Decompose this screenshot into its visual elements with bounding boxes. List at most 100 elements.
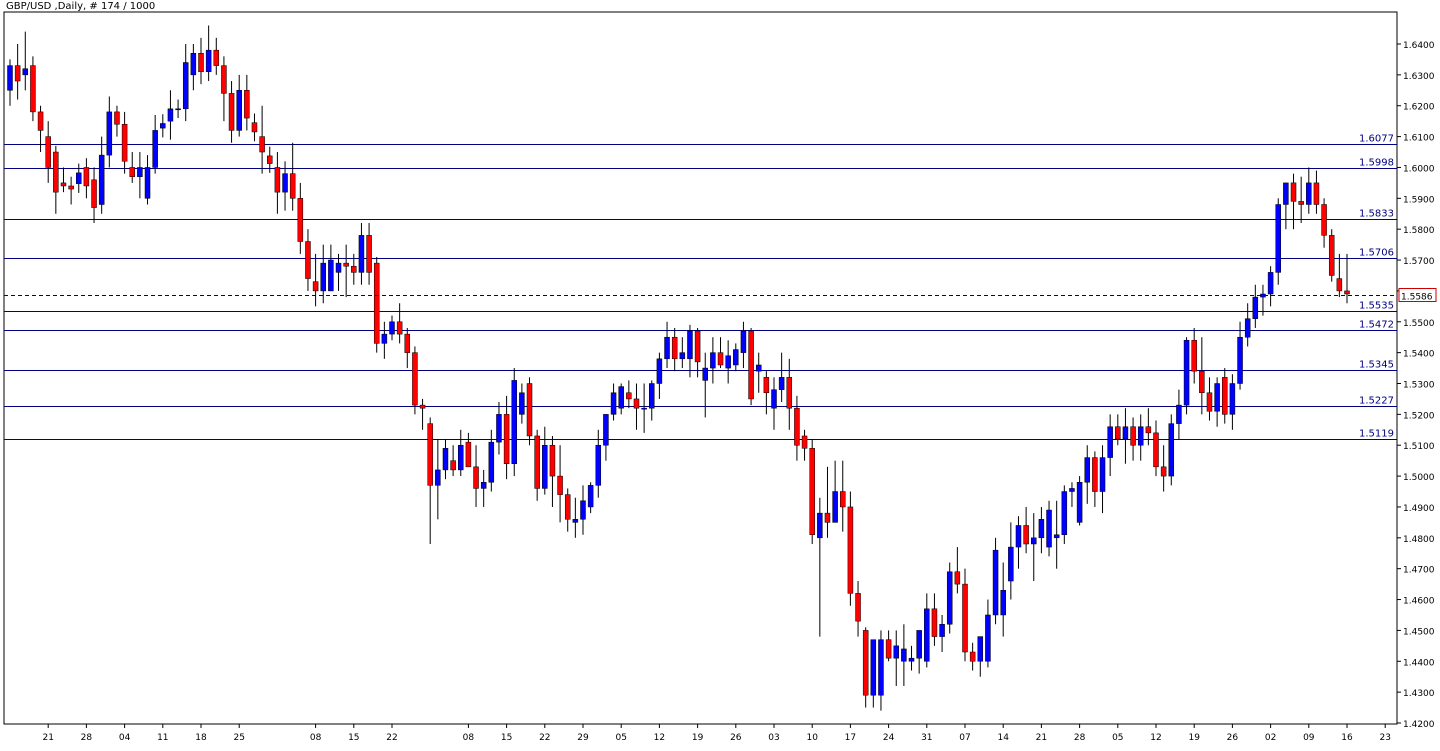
candle (542, 426, 548, 495)
x-tick-label: 26 (730, 733, 742, 743)
candle (251, 113, 258, 142)
candle (939, 614, 945, 653)
bull-candle-body (496, 414, 502, 443)
bull-candle-body (595, 444, 602, 486)
bull-candle-body (985, 614, 991, 662)
bull-candle-body (740, 330, 747, 353)
candle (244, 74, 250, 131)
candle (1206, 377, 1213, 421)
candle (878, 630, 884, 711)
candle (1046, 500, 1052, 557)
candle (656, 352, 663, 399)
candle (1122, 408, 1129, 464)
candle (328, 244, 334, 292)
candle (855, 581, 861, 637)
bear-candle-body (244, 90, 250, 119)
candle (1222, 368, 1228, 424)
x-tick-label: 08 (463, 733, 475, 743)
bear-candle-body (824, 512, 831, 523)
bear-candle-body (840, 491, 846, 508)
candle (885, 630, 892, 662)
candle (45, 121, 51, 183)
candle (992, 537, 999, 625)
y-tick-label: 1.5800 (1403, 226, 1435, 236)
chart-title: GBP/USD ,Daily, # 174 / 1000 (6, 1, 155, 12)
x-tick-label: 16 (1341, 733, 1353, 743)
candle (289, 142, 296, 211)
bull-candle-body (511, 380, 517, 464)
candle (106, 96, 113, 168)
bull-candle-body (603, 414, 609, 446)
candle (496, 402, 502, 455)
bear-candle-body (794, 407, 800, 446)
candles (7, 25, 1350, 711)
bull-candle-body (1244, 318, 1251, 338)
bear-candle-body (1130, 426, 1136, 446)
bear-candle-body (373, 262, 380, 344)
y-tick-label: 1.4400 (1403, 658, 1435, 668)
y-tick-label: 1.5900 (1403, 195, 1435, 205)
candle (488, 429, 495, 492)
y-tick-label: 1.5200 (1403, 411, 1435, 421)
candle (1176, 389, 1182, 440)
candle (297, 182, 304, 254)
candle (37, 105, 44, 153)
bull-candle-body (992, 549, 999, 616)
candle (740, 321, 747, 369)
bear-candle-body (862, 630, 869, 696)
candle (458, 429, 464, 477)
x-tick-label: 19 (1188, 733, 1200, 743)
level-label: 1.5472 (1359, 320, 1394, 331)
candle (603, 414, 609, 461)
candle (1191, 327, 1197, 384)
bear-candle-body (60, 182, 67, 187)
candle (572, 497, 579, 538)
current-price-box (1398, 288, 1437, 302)
candle (1031, 513, 1037, 582)
candle (389, 315, 395, 341)
candle (60, 167, 67, 193)
x-tick-label: 05 (1112, 733, 1123, 743)
bear-candle-body (557, 475, 563, 495)
y-tick-label: 1.5500 (1403, 319, 1435, 329)
bull-candle-body (442, 448, 449, 471)
bull-candle-body (205, 49, 212, 73)
candle (916, 630, 922, 674)
bull-candle-body (435, 469, 441, 486)
x-tick-label: 05 (615, 733, 626, 743)
bear-candle-body (885, 639, 892, 659)
candle (977, 636, 984, 677)
bear-candle-body (1153, 432, 1159, 468)
bull-candle-body (1061, 491, 1068, 535)
bull-candle-body (76, 172, 82, 184)
bear-candle-body (351, 265, 357, 273)
bear-candle-body (969, 651, 976, 662)
bull-candle-body (908, 657, 915, 662)
bear-candle-body (91, 179, 97, 208)
candle (595, 429, 602, 498)
plot-frame (3, 11, 1398, 725)
candle (175, 99, 181, 119)
candle (1306, 167, 1312, 214)
candle (901, 624, 907, 686)
candle (755, 352, 762, 393)
candle (1267, 266, 1274, 307)
bull-candle-body (458, 444, 464, 471)
bear-candle-body (786, 377, 793, 409)
bull-candle-body (1183, 340, 1190, 406)
candle (1328, 229, 1335, 282)
bull-candle-body (916, 630, 922, 659)
y-tick-label: 1.5700 (1403, 257, 1435, 267)
bear-candle-body (671, 336, 678, 360)
candle (373, 256, 380, 353)
y-tick-label: 1.5000 (1403, 473, 1435, 483)
y-tick-label: 1.4300 (1403, 689, 1435, 699)
bear-candle-body (114, 111, 120, 125)
bear-candle-body (259, 136, 265, 153)
bull-candle-body (1306, 182, 1312, 205)
bull-candle-body (182, 62, 189, 110)
bear-candle-body (267, 155, 273, 164)
bull-candle-body (282, 173, 288, 193)
